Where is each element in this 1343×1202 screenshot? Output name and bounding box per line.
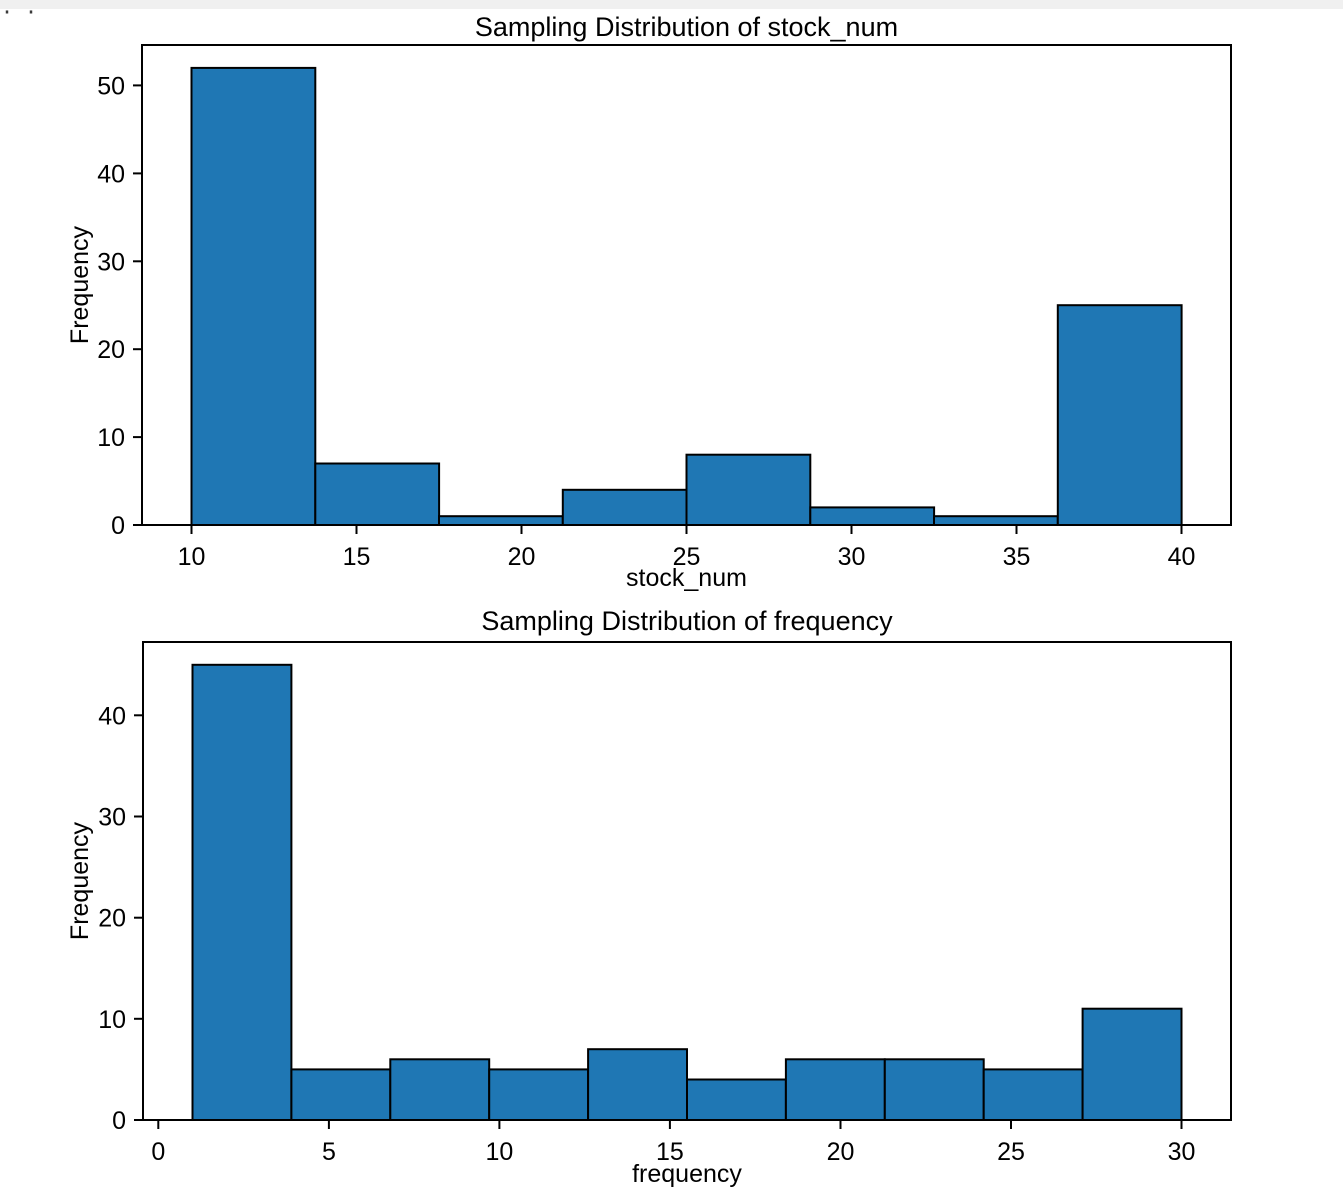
- y-tick-label: 0: [111, 512, 125, 540]
- histogram-bar: [933, 515, 1059, 527]
- histogram-bar: [587, 1048, 688, 1121]
- plot-border: [142, 641, 1232, 1121]
- x-tick-label: 0: [151, 1138, 165, 1166]
- y-tick-label: 20: [98, 905, 126, 933]
- x-tick-label: 20: [827, 1138, 855, 1166]
- histogram-bar: [784, 1058, 886, 1122]
- histogram-bar: [685, 453, 812, 527]
- histogram-bar: [1056, 304, 1183, 527]
- x-tick-label: 30: [838, 543, 866, 571]
- histogram-bar: [190, 66, 317, 527]
- x-tick-label: 10: [485, 1138, 513, 1166]
- histogram-bar: [561, 488, 688, 526]
- y-axis-label: Frequency: [66, 821, 94, 940]
- x-axis-label: stock_num: [626, 564, 747, 592]
- corner-artifact-dots: ··: [1, 0, 50, 24]
- histogram-bar: [809, 506, 936, 526]
- y-tick-label: 50: [97, 72, 125, 100]
- x-tick-label: 30: [1168, 1138, 1196, 1166]
- y-tick-label: 0: [112, 1107, 126, 1135]
- y-tick-label: 30: [98, 804, 126, 832]
- x-tick-label: 15: [656, 1138, 684, 1166]
- histogram-bar: [438, 515, 564, 527]
- histogram-bar: [314, 462, 441, 526]
- top-edge-strip: [0, 0, 1343, 9]
- x-tick-label: 15: [343, 543, 371, 571]
- x-tick-label: 40: [1168, 543, 1196, 571]
- x-tick-label: 10: [178, 543, 206, 571]
- histogram-stock-num: 10 15 20 25 30 35 40 0 10 20 30 40 50 Sampling Distri…: [66, 12, 1232, 592]
- histogram-bar: [982, 1068, 1084, 1122]
- histogram-bar: [686, 1078, 787, 1121]
- histogram-bar: [191, 663, 293, 1121]
- y-tick-label: 10: [97, 424, 125, 452]
- y-tick-label: 30: [97, 248, 125, 276]
- histogram-bar: [1081, 1007, 1183, 1122]
- chart-title: Sampling Distribution of stock_num: [475, 12, 898, 42]
- x-tick-label: 5: [322, 1138, 336, 1166]
- chart-title: Sampling Distribution of frequency: [481, 606, 893, 636]
- histogram-bar: [488, 1068, 590, 1122]
- y-tick-label: 20: [97, 336, 125, 364]
- y-tick-label: 10: [98, 1006, 126, 1034]
- x-axis-label: frequency: [632, 1160, 742, 1188]
- histogram-frequency: 0 5 10 15 20 25 30 0 10 20 30 40 Sampling Distributi…: [66, 606, 1232, 1188]
- y-tick-label: 40: [98, 702, 126, 730]
- x-tick-label: 25: [997, 1138, 1025, 1166]
- x-tick-label: 20: [508, 543, 536, 571]
- histogram-bar: [389, 1058, 491, 1122]
- x-tick-label: 25: [673, 543, 701, 571]
- y-tick-label: 40: [97, 160, 125, 188]
- histogram-bar: [290, 1068, 392, 1122]
- y-axis-label: Frequency: [66, 225, 94, 344]
- histogram-bar: [883, 1058, 985, 1122]
- x-tick-label: 35: [1003, 543, 1031, 571]
